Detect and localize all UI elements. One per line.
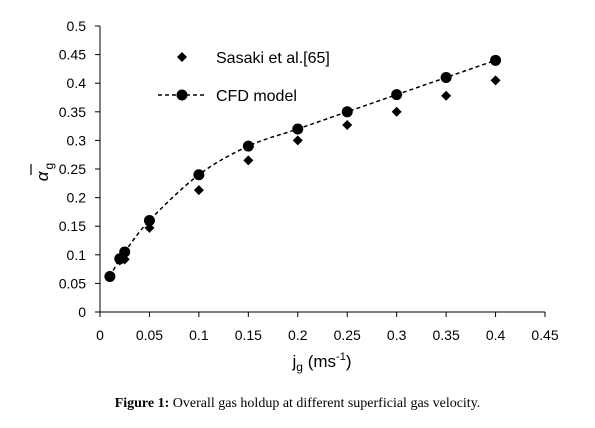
axis-labels: jg (ms-1) αg (30, 163, 352, 374)
cfd-point (119, 246, 131, 258)
y-tick-label: 0.05 (59, 275, 86, 291)
x-tick-label: 0.2 (288, 327, 308, 343)
cfd-point (341, 106, 353, 118)
y-tick-label: 0.15 (59, 218, 86, 234)
y-tick-label: 0.2 (67, 190, 87, 206)
cfd-point (143, 214, 155, 226)
cfd-point (391, 89, 403, 101)
sasaki-point (193, 185, 204, 196)
sasaki-point (391, 106, 402, 117)
cfd-curve-group (109, 59, 496, 277)
cfd-point (242, 140, 254, 152)
x-tick-label: 0.1 (189, 327, 209, 343)
x-tick-label: 0.35 (432, 327, 459, 343)
gas-holdup-chart: 0 0.05 0.1 0.15 0.2 0.25 0.3 0.35 0.4 0.45 0 0.05 0.… (30, 18, 559, 374)
sasaki-point (490, 75, 501, 86)
cfd-point (490, 54, 502, 66)
figure-caption: Figure 1: Overall gas holdup at differen… (0, 396, 595, 412)
caption-label: Figure 1: (114, 396, 170, 411)
axes: 0 0.05 0.1 0.15 0.2 0.25 0.3 0.35 0.4 0.45 0 0.05 0.… (59, 18, 559, 343)
cfd-point (193, 169, 205, 181)
sasaki-point (243, 155, 254, 166)
x-tick-label: 0.3 (387, 327, 407, 343)
sasaki-point (144, 222, 155, 233)
cfd-point (104, 271, 116, 283)
y-tick-label: 0.3 (67, 132, 87, 148)
y-tick-label: 0 (78, 304, 86, 320)
y-tick-label: 0.5 (67, 18, 87, 34)
legend-diamond-marker (177, 52, 187, 62)
x-tick-label: 0.45 (531, 327, 558, 343)
sasaki-point (342, 119, 353, 130)
x-tick-label: 0.4 (486, 327, 506, 343)
markers-group (104, 54, 502, 283)
x-tick-label: 0.15 (235, 327, 262, 343)
y-tick-label: 0.25 (59, 161, 86, 177)
cfd-point (292, 123, 304, 135)
legend: Sasaki et al.[65] CFD model (158, 50, 330, 105)
y-tick-label: 0.1 (67, 247, 87, 263)
y-tick-label: 0.45 (59, 47, 86, 63)
y-tick-label: 0.4 (67, 75, 87, 91)
x-tick-label: 0 (96, 327, 104, 343)
cfd-point (440, 71, 452, 83)
x-tick-label: 0.05 (136, 327, 163, 343)
x-tick-label: 0.25 (334, 327, 361, 343)
y-tick-label: 0.35 (59, 104, 86, 120)
x-axis-label: jg (ms-1) (292, 351, 352, 374)
y-axis-label: αg (33, 163, 56, 181)
legend-label: Sasaki et al.[65] (216, 50, 330, 67)
legend-circle-marker (176, 89, 188, 101)
legend-label: CFD model (216, 88, 297, 105)
sasaki-point (292, 135, 303, 146)
caption-text: Overall gas holdup at different superfic… (169, 396, 481, 411)
cfd-dashed-curve (109, 59, 496, 277)
sasaki-point (441, 90, 452, 101)
